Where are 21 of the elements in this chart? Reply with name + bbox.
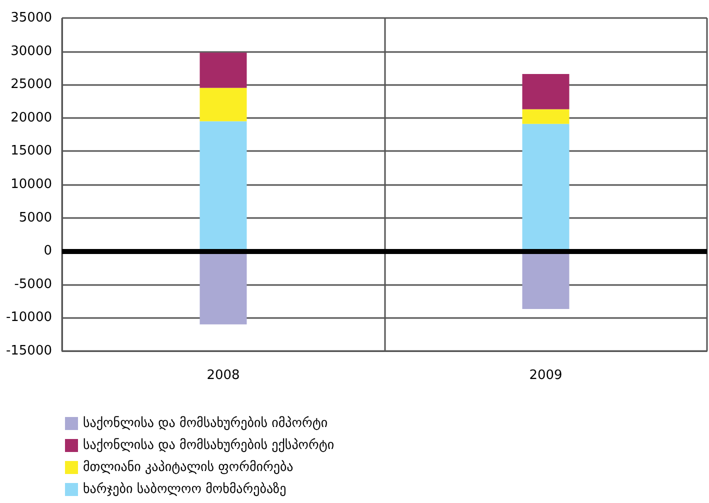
legend-label: ხარჯები საბოლოო მოხმარებაზე (83, 482, 286, 497)
y-tick-label: -15000 (6, 344, 52, 358)
y-tick-label: 30000 (10, 44, 52, 59)
legend-label: საქონლისა და მომსახურების იმპორტი (83, 416, 328, 431)
y-tick-label: 0 (44, 244, 52, 259)
bar (200, 52, 247, 88)
bar (200, 88, 247, 122)
y-tick-label: 20000 (10, 110, 52, 126)
y-tick-label: -10000 (6, 310, 52, 326)
legend-label: საქონლისა და მომსახურების ექსპორტი (83, 438, 334, 453)
bar (522, 109, 570, 124)
y-tick-label: 25000 (10, 77, 52, 92)
y-tick-label: 15000 (10, 144, 52, 159)
x-tick-label: 2008 (206, 368, 240, 383)
bar (522, 74, 570, 110)
y-tick-label: 10000 (10, 177, 52, 192)
y-tick-label: 35000 (10, 10, 52, 26)
y-tick-label: -5000 (14, 276, 52, 292)
x-tick-label: 2009 (529, 368, 562, 383)
y-tick-label: 5000 (18, 210, 52, 226)
legend-label: მთლიანი კაპიტალის ფორმირება (83, 460, 294, 475)
